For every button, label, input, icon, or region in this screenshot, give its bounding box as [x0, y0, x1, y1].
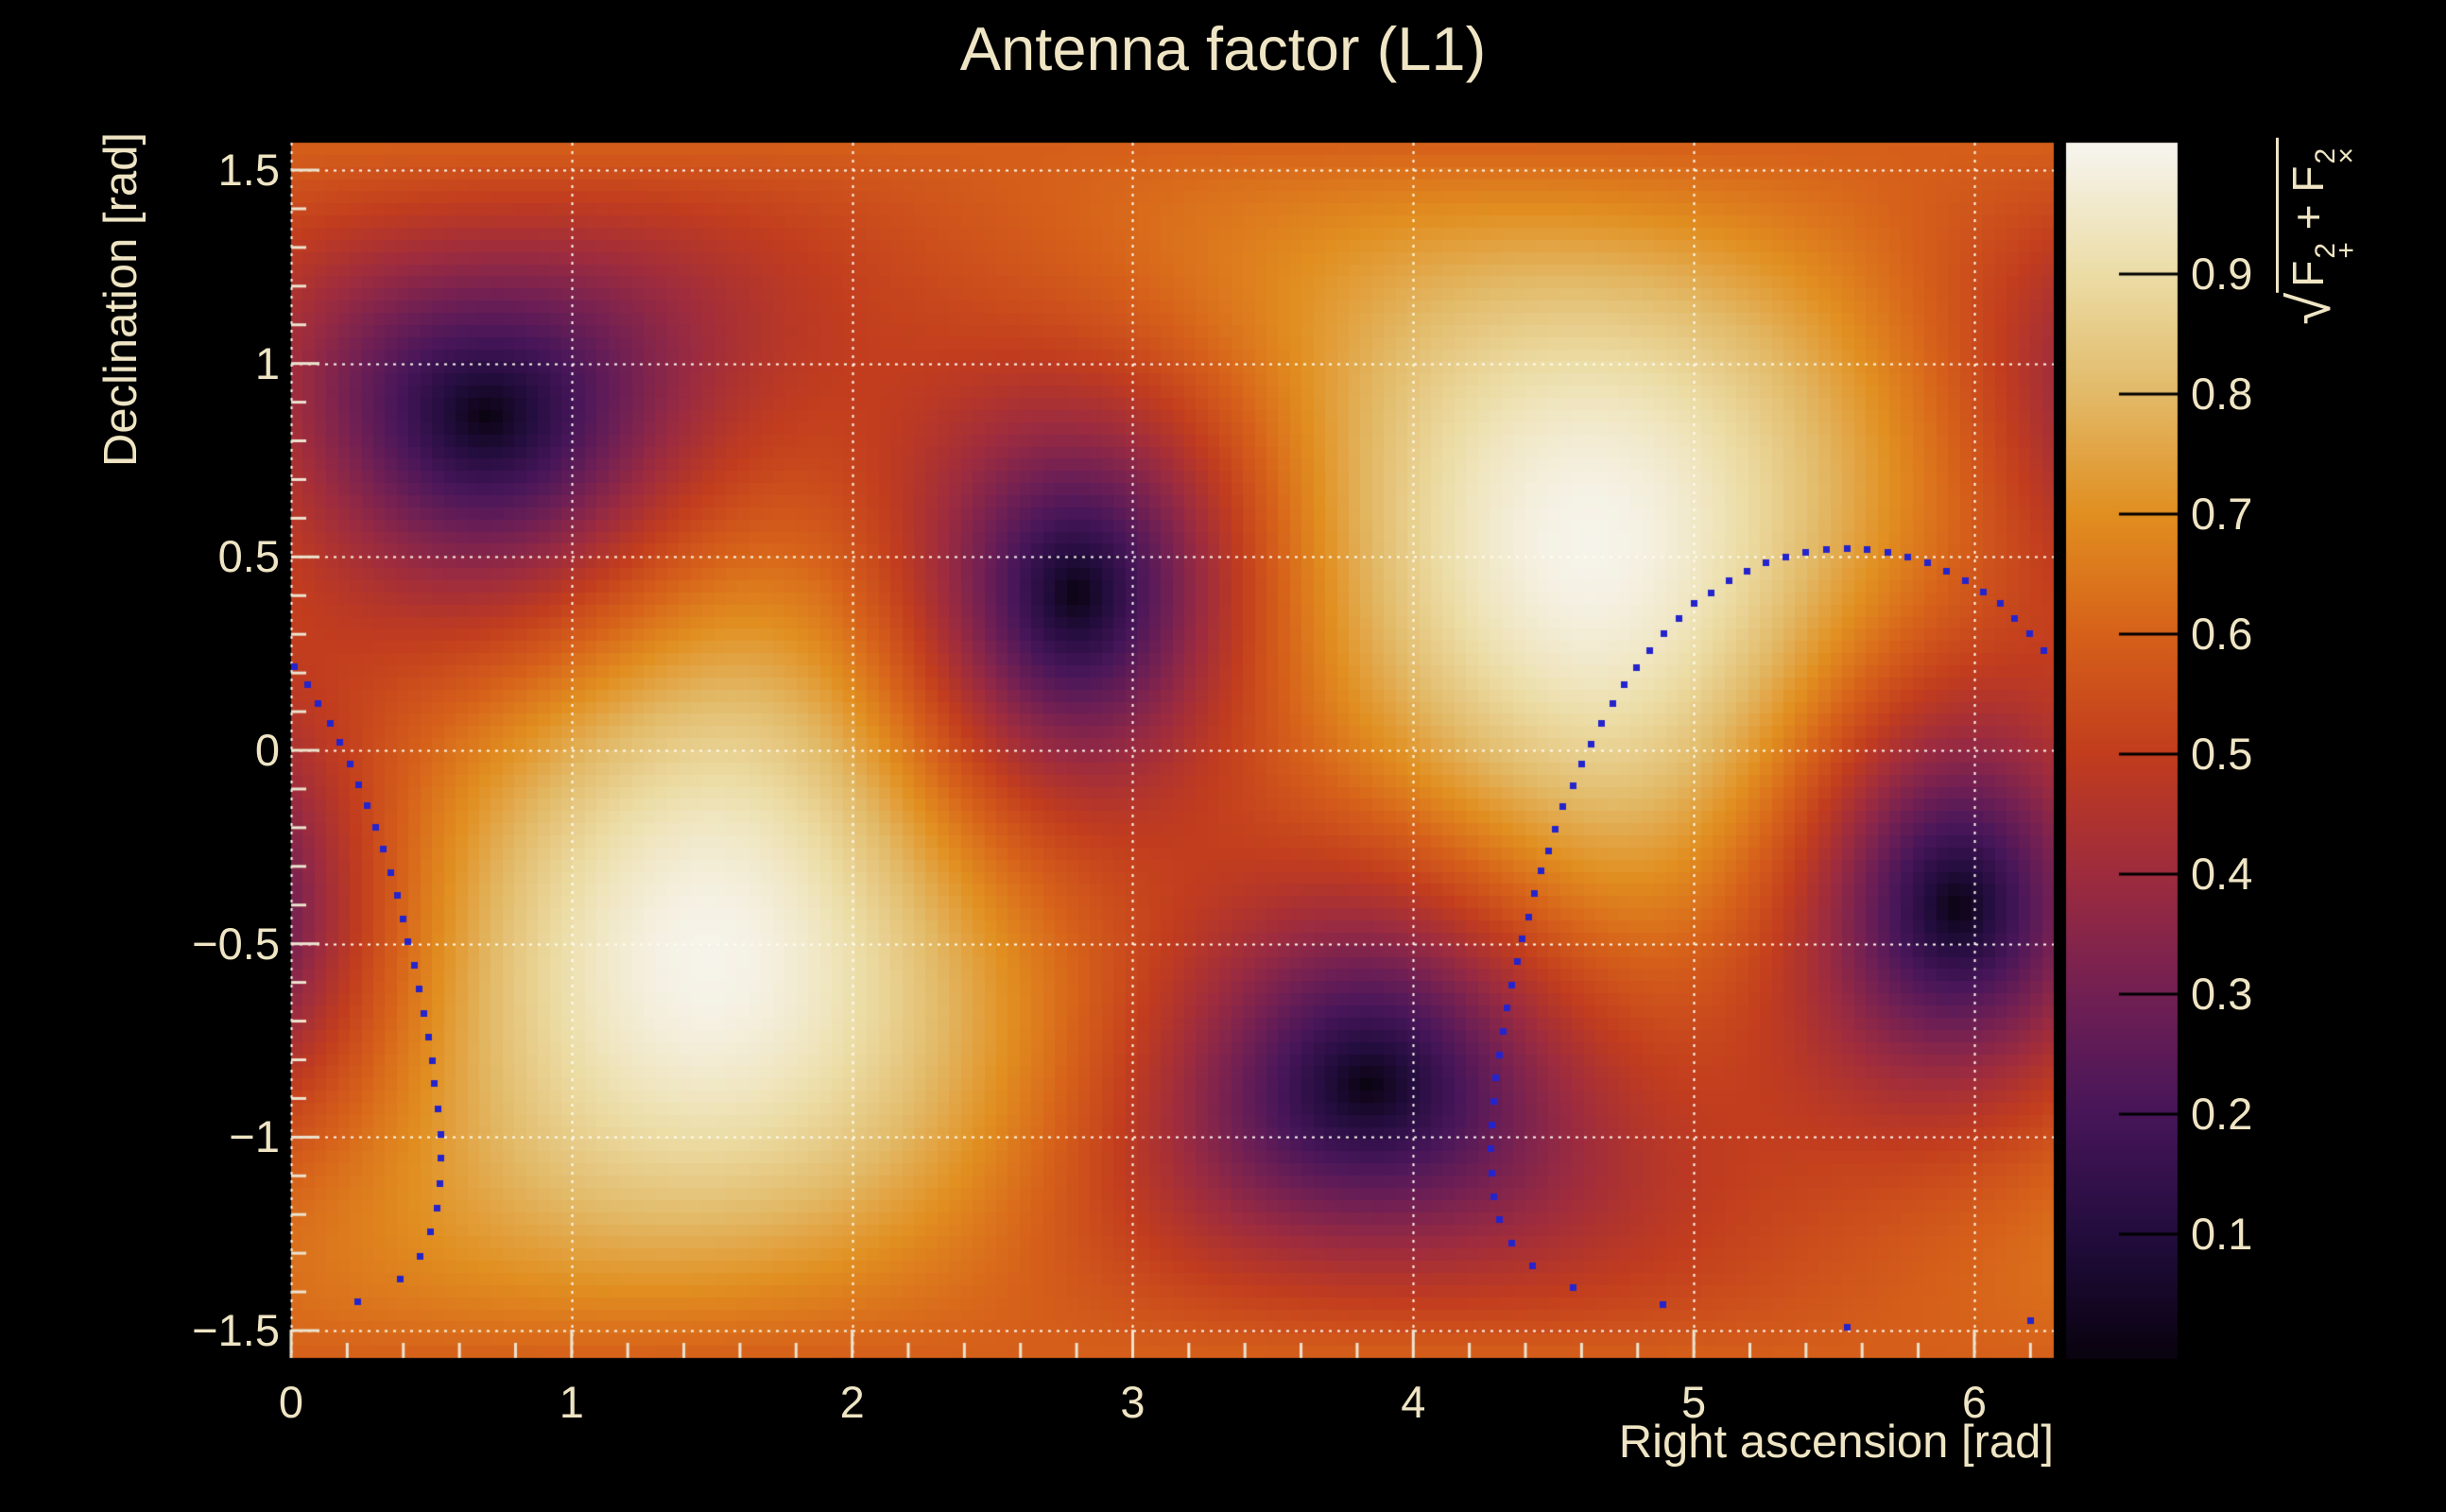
- colorbar-tick-label: 0.8: [2191, 369, 2253, 419]
- x-tick-label: 5: [1681, 1377, 1707, 1427]
- colorbar-tick-label: 0.2: [2191, 1089, 2253, 1139]
- page-title: Antenna factor (L1): [959, 14, 1487, 83]
- y-tick-label: 0.5: [217, 531, 280, 582]
- y-tick-label: −1: [229, 1111, 280, 1162]
- y-tick-label: −0.5: [192, 918, 280, 969]
- y-tick-label: 1.5: [217, 144, 280, 195]
- x-tick-label: 4: [1401, 1377, 1426, 1427]
- y-tick-label: 1: [254, 337, 280, 388]
- colorbar-tick-label: 0.7: [2191, 489, 2253, 539]
- f-plus-base: F: [2283, 260, 2333, 287]
- f-plus-sub: +: [2330, 242, 2362, 259]
- x-tick-label: 1: [559, 1377, 584, 1427]
- x-tick-label: 0: [278, 1377, 304, 1427]
- f-plus-scripts: 2 +: [2310, 242, 2362, 259]
- f-cross-base: F: [2283, 165, 2333, 193]
- f-cross-scripts: 2 ×: [2310, 147, 2362, 164]
- colorbar-tick-label: 0.4: [2191, 849, 2253, 899]
- y-tick-label: −1.5: [192, 1305, 280, 1356]
- colorbar-title: √F 2 + + F 2 ×: [2276, 138, 2362, 325]
- radicand: F 2 + + F 2 ×: [2276, 138, 2362, 293]
- colorbar-tick-label: 0.9: [2191, 249, 2253, 299]
- colorbar-tick-label: 0.5: [2191, 729, 2253, 779]
- x-axis-title: Right ascension [rad]: [1618, 1417, 2054, 1468]
- x-tick-label: 2: [839, 1377, 865, 1427]
- x-tick-label: 6: [1961, 1377, 1987, 1427]
- y-tick-label: 0: [254, 725, 280, 775]
- colorbar-tick-label: 0.3: [2191, 969, 2253, 1019]
- f-cross-sub: ×: [2330, 147, 2362, 164]
- colorbar-tick-label: 0.6: [2191, 609, 2253, 659]
- colorbar-tick-label: 0.1: [2191, 1209, 2253, 1259]
- plus-operator: +: [2283, 192, 2333, 243]
- sqrt-symbol: √: [2278, 292, 2343, 325]
- x-tick-label: 3: [1120, 1377, 1145, 1427]
